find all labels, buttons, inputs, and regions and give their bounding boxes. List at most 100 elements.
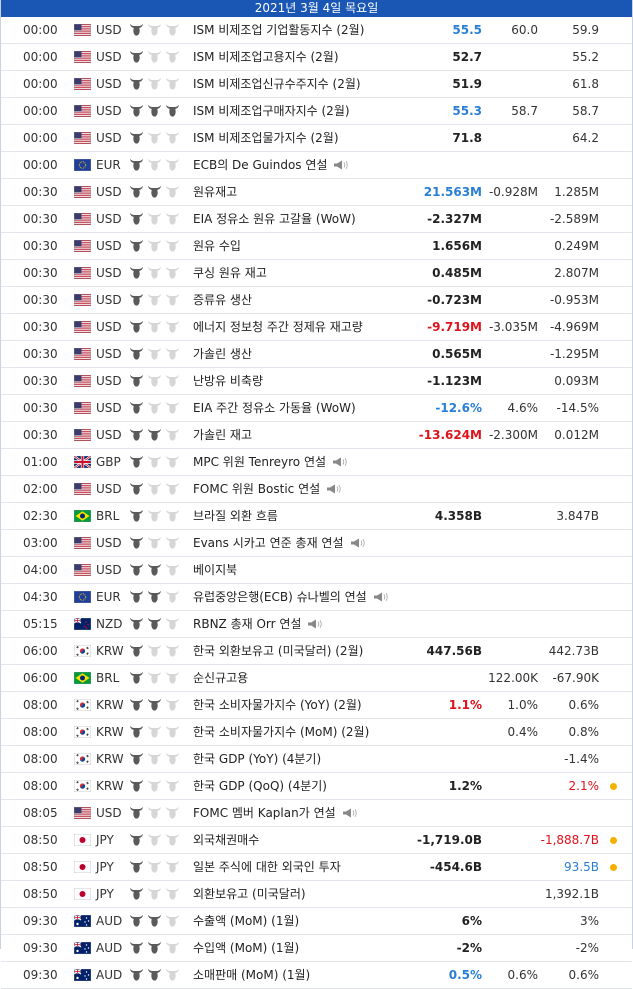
event-row[interactable]: 00:30 USD 난방유 비축량 -1.123M 0.093M <box>1 368 632 395</box>
event-row[interactable]: 00:30 USD 증류유 생산 -0.723M -0.953M <box>1 287 632 314</box>
event-name-link[interactable]: ISM 비제조업 기업활동지수 (2월) <box>193 17 364 43</box>
event-name-link[interactable]: FOMC 멤버 Kaplan가 연설 <box>193 800 358 826</box>
au-flag-icon <box>73 941 92 955</box>
speaker-icon <box>336 806 358 820</box>
currency-code: JPY <box>96 833 114 847</box>
event-name-link[interactable]: 브라질 외환 흐름 <box>193 503 278 529</box>
event-name-link[interactable]: MPC 위원 Tenreyro 연설 <box>193 449 348 475</box>
event-name-link[interactable]: 가솔린 재고 <box>193 422 252 448</box>
event-name-link[interactable]: 원유 수입 <box>193 233 241 259</box>
event-name: ISM 비제조업신규수주지수 (2월) <box>193 77 361 91</box>
us-flag-icon <box>73 428 92 442</box>
currency-code: KRW <box>96 779 124 793</box>
event-name-link[interactable]: EIA 정유소 원유 고갈율 (WoW) <box>193 206 356 232</box>
importance-bull-icons <box>129 940 180 956</box>
event-row[interactable]: 00:00 USD ISM 비제조업 기업활동지수 (2월) 55.5 60.0 59.9 <box>1 17 632 44</box>
event-row[interactable]: 08:00 KRW 한국 소비자물가지수 (YoY) (2월) 1.1% 1.0% 0.6… <box>1 692 632 719</box>
currency-code: KRW <box>96 644 124 658</box>
event-name-link[interactable]: 원유재고 <box>193 179 237 205</box>
importance-bull-icons <box>129 184 180 200</box>
event-name: 수출액 (MoM) (1월) <box>193 914 300 928</box>
event-name: 에너지 정보청 주간 정제유 재고량 <box>193 320 363 334</box>
currency-code: USD <box>96 131 122 145</box>
event-name-link[interactable]: ISM 비제조업물가지수 (2월) <box>193 125 339 151</box>
event-row[interactable]: 00:30 USD EIA 주간 정유소 가동율 (WoW) -12.6% 4.6% -1… <box>1 395 632 422</box>
importance-bull-icons <box>129 562 180 578</box>
event-row[interactable]: 00:00 USD ISM 비제조업구매자지수 (2월) 55.3 58.7 58.7 <box>1 98 632 125</box>
event-row[interactable]: 02:00 USD FOMC 위원 Bostic 연설 <box>1 476 632 503</box>
event-name-link[interactable]: 일본 주식에 대한 외국인 투자 <box>193 854 341 880</box>
event-name: 한국 소비자물가지수 (MoM) (2월) <box>193 725 370 739</box>
event-row[interactable]: 00:30 USD 에너지 정보청 주간 정제유 재고량 -9.719M -3.035M… <box>1 314 632 341</box>
event-name-link[interactable]: 증류유 생산 <box>193 287 252 313</box>
actual-value: 21.563M <box>423 185 482 199</box>
event-row[interactable]: 08:00 KRW 한국 소비자물가지수 (MoM) (2월) 0.4% 0.8% <box>1 719 632 746</box>
event-row[interactable]: 00:30 USD 원유재고 21.563M -0.928M 1.285M <box>1 179 632 206</box>
event-time: 00:30 <box>23 401 58 415</box>
event-row[interactable]: 05:15 NZD RBNZ 총재 Orr 연설 <box>1 611 632 638</box>
speaker-icon <box>327 158 349 172</box>
event-row[interactable]: 09:30 AUD 소매판매 (MoM) (1월) 0.5% 0.6% 0.6% <box>1 962 632 989</box>
event-time: 09:30 <box>23 968 58 982</box>
event-time: 00:00 <box>23 77 58 91</box>
event-name-link[interactable]: ISM 비제조업고용지수 (2월) <box>193 44 339 70</box>
event-name-link[interactable]: FOMC 위원 Bostic 연설 <box>193 476 342 502</box>
forecast-value: 1.0% <box>507 698 539 712</box>
event-name-link[interactable]: 한국 GDP (YoY) (4분기) <box>193 746 321 772</box>
event-row[interactable]: 01:00 GBP MPC 위원 Tenreyro 연설 <box>1 449 632 476</box>
event-row[interactable]: 00:30 USD 쿠싱 원유 재고 0.485M 2.807M <box>1 260 632 287</box>
event-row[interactable]: 00:30 USD EIA 정유소 원유 고갈율 (WoW) -2.327M -2.58… <box>1 206 632 233</box>
event-row[interactable]: 00:30 USD 가솔린 재고 -13.624M -2.300M 0.012M <box>1 422 632 449</box>
event-row[interactable]: 06:00 BRL 순신규고용 122.00K -67.90K <box>1 665 632 692</box>
event-name-link[interactable]: 외국채권매수 <box>193 827 259 853</box>
previous-value: 3% <box>579 914 599 928</box>
event-name-link[interactable]: 한국 소비자물가지수 (MoM) (2월) <box>193 719 369 745</box>
event-row[interactable]: 08:50 JPY 일본 주식에 대한 외국인 투자 -454.6B 93.5B <box>1 854 632 881</box>
event-name-link[interactable]: 한국 GDP (QoQ) (4분기) <box>193 773 327 799</box>
event-name-link[interactable]: 수입액 (MoM) (1월) <box>193 935 299 961</box>
event-row[interactable]: 08:00 KRW 한국 GDP (YoY) (4분기) -1.4% <box>1 746 632 773</box>
event-name-link[interactable]: 소매판매 (MoM) (1월) <box>193 962 310 988</box>
event-row[interactable]: 00:00 USD ISM 비제조업고용지수 (2월) 52.7 55.2 <box>1 44 632 71</box>
event-row[interactable]: 00:00 USD ISM 비제조업물가지수 (2월) 71.8 64.2 <box>1 125 632 152</box>
event-row[interactable]: 04:00 USD 베이지북 <box>1 557 632 584</box>
event-row[interactable]: 08:50 JPY 외환보유고 (미국달러) 1,392.1B <box>1 881 632 908</box>
event-name-link[interactable]: 순신규고용 <box>193 665 248 691</box>
event-row[interactable]: 04:30 EUR 유럽중앙은행(ECB) 슈나벨의 연설 <box>1 584 632 611</box>
event-row[interactable]: 06:00 KRW 한국 외환보유고 (미국달러) (2월) 447.56B 442.7… <box>1 638 632 665</box>
event-name-link[interactable]: ISM 비제조업신규수주지수 (2월) <box>193 71 361 97</box>
event-name-link[interactable]: 유럽중앙은행(ECB) 슈나벨의 연설 <box>193 584 389 610</box>
event-row[interactable]: 00:00 USD ISM 비제조업신규수주지수 (2월) 51.9 61.8 <box>1 71 632 98</box>
event-name-link[interactable]: 난방유 비축량 <box>193 368 263 394</box>
event-name-link[interactable]: 베이지북 <box>193 557 237 583</box>
event-row[interactable]: 00:30 USD 가솔린 생산 0.565M -1.295M <box>1 341 632 368</box>
event-name-link[interactable]: 가솔린 생산 <box>193 341 252 367</box>
event-name-link[interactable]: RBNZ 총재 Orr 연설 <box>193 611 323 637</box>
event-row[interactable]: 08:05 USD FOMC 멤버 Kaplan가 연설 <box>1 800 632 827</box>
event-name-link[interactable]: 한국 소비자물가지수 (YoY) (2월) <box>193 692 362 718</box>
revised-dot-icon[interactable] <box>610 864 617 871</box>
event-row[interactable]: 00:30 USD 원유 수입 1.656M 0.249M <box>1 233 632 260</box>
actual-value: -1.123M <box>427 374 482 388</box>
event-name-link[interactable]: EIA 주간 정유소 가동율 (WoW) <box>193 395 356 421</box>
event-name-link[interactable]: 외환보유고 (미국달러) <box>193 881 306 907</box>
importance-bull-icons <box>129 778 180 794</box>
event-name-link[interactable]: 쿠싱 원유 재고 <box>193 260 267 286</box>
event-name-link[interactable]: ECB의 De Guindos 연설 <box>193 152 349 178</box>
event-row[interactable]: 02:30 BRL 브라질 외환 흐름 4.358B 3.847B <box>1 503 632 530</box>
actual-value: 0.5% <box>448 968 482 982</box>
revised-dot-icon[interactable] <box>610 837 617 844</box>
event-row[interactable]: 08:50 JPY 외국채권매수 -1,719.0B -1,888.7B <box>1 827 632 854</box>
event-name-link[interactable]: 한국 외환보유고 (미국달러) (2월) <box>193 638 363 664</box>
event-name-link[interactable]: 수출액 (MoM) (1월) <box>193 908 299 934</box>
event-name-link[interactable]: Evans 시카고 연준 총재 연설 <box>193 530 366 556</box>
revised-dot-icon[interactable] <box>610 783 617 790</box>
event-row[interactable]: 03:00 USD Evans 시카고 연준 총재 연설 <box>1 530 632 557</box>
event-name-link[interactable]: 에너지 정보청 주간 정제유 재고량 <box>193 314 363 340</box>
event-row[interactable]: 09:30 AUD 수출액 (MoM) (1월) 6% 3% <box>1 908 632 935</box>
speaker-icon <box>301 617 323 631</box>
actual-value: 1.2% <box>448 779 482 793</box>
event-name-link[interactable]: ISM 비제조업구매자지수 (2월) <box>193 98 350 124</box>
event-row[interactable]: 00:00 EUR ECB의 De Guindos 연설 <box>1 152 632 179</box>
event-row[interactable]: 08:00 KRW 한국 GDP (QoQ) (4분기) 1.2% 2.1% <box>1 773 632 800</box>
